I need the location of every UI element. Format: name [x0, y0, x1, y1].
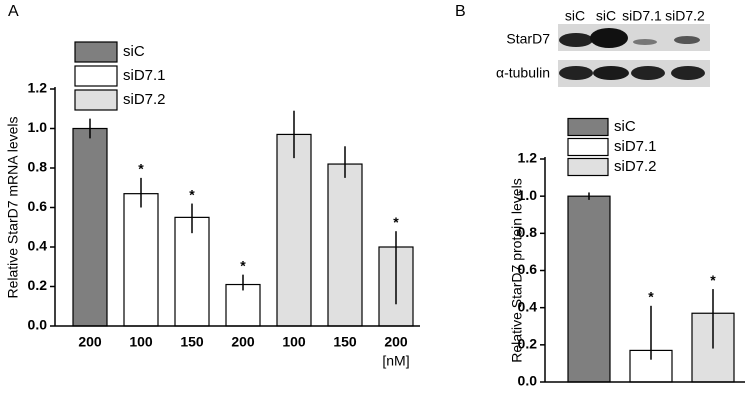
lane-label: siC [596, 8, 616, 24]
y-tick-label: 0.0 [518, 373, 538, 389]
bar [567, 195, 611, 383]
y-tick-label: 0.6 [28, 198, 48, 214]
bar [276, 133, 312, 327]
y-tick-label: 1.0 [518, 187, 538, 203]
significance-marker: * [648, 289, 654, 305]
y-tick-label: 0.4 [28, 238, 48, 254]
x-tick-label: 150 [333, 334, 357, 350]
lane-label: siC [565, 8, 585, 24]
band [559, 33, 593, 47]
row-label: α-tubulin [496, 65, 550, 81]
y-axis-label: Relative StarD7 mRNA levels [5, 116, 21, 298]
legend-swatch [567, 117, 609, 137]
bar [72, 127, 108, 327]
y-tick-label: 1.2 [518, 150, 538, 166]
legend-swatch [74, 41, 118, 63]
x-tick-label: 200 [384, 334, 408, 350]
band [633, 39, 657, 45]
legend-label: siD7.1 [123, 67, 166, 84]
x-tick-label: 150 [180, 334, 204, 350]
legend-swatch [567, 137, 609, 157]
band [559, 66, 593, 80]
significance-marker: * [710, 272, 716, 288]
significance-marker: * [240, 257, 246, 273]
legend-swatch [74, 89, 118, 111]
y-tick-label: 0.0 [28, 317, 48, 333]
significance-marker: * [393, 214, 399, 230]
y-tick-label: 1.2 [28, 80, 48, 96]
bar [327, 163, 363, 327]
legend-label: siC [123, 43, 145, 60]
y-tick-label: 0.8 [28, 159, 48, 175]
x-tick-label: 100 [129, 334, 153, 350]
x-tick-label: 200 [78, 334, 102, 350]
y-tick-label: 1.0 [28, 119, 48, 135]
band [631, 66, 665, 80]
panel-label: B [455, 3, 466, 20]
legend-label: siD7.1 [614, 138, 657, 155]
panel-label: A [8, 3, 19, 20]
bar [174, 216, 210, 327]
western-blot: siC siC siD7.1 siD7.2 StarD7 α-tubulin [496, 8, 710, 87]
legend-label: siD7.2 [123, 91, 166, 108]
legend-swatch [74, 65, 118, 87]
significance-marker: * [189, 186, 195, 202]
y-tick-label: 0.2 [518, 336, 538, 352]
legend-label: siD7.2 [614, 158, 657, 175]
y-tick-label: 0.6 [518, 261, 538, 277]
band [671, 66, 705, 80]
legend-label: siC [614, 118, 636, 135]
bar [123, 193, 159, 327]
significance-marker: * [138, 161, 144, 177]
x-tick-label: 100 [282, 334, 306, 350]
y-axis-label: Relative StarD7 protein levels [509, 178, 525, 362]
band [674, 36, 700, 44]
row-label: StarD7 [506, 31, 550, 47]
band [593, 66, 629, 80]
lane-label: siD7.1 [622, 8, 662, 24]
x-unit: [nM] [382, 353, 409, 369]
y-tick-label: 0.4 [518, 298, 538, 314]
bar [225, 283, 261, 327]
y-tick-label: 0.8 [518, 224, 538, 240]
x-tick-label: 200 [231, 334, 255, 350]
band [590, 28, 628, 48]
legend-swatch [567, 157, 609, 177]
y-tick-label: 0.2 [28, 277, 48, 293]
lane-label: siD7.2 [665, 8, 705, 24]
